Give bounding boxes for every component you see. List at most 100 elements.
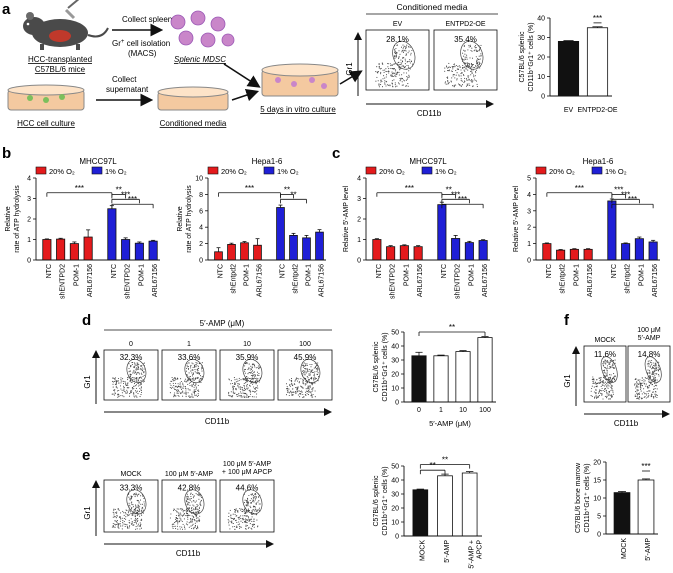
flow-a-event-dot bbox=[398, 71, 400, 73]
flow-e-event-dot bbox=[130, 496, 132, 498]
flow-d-event-dot bbox=[249, 395, 251, 398]
x-tick-label: ARL67156 bbox=[482, 264, 489, 297]
flow-d-event-dot bbox=[310, 395, 312, 397]
flow-a-event-dot bbox=[452, 68, 454, 70]
flow-d-event-dot bbox=[244, 369, 246, 371]
flow-d-event-dot bbox=[252, 383, 254, 385]
flow-a-event-dot bbox=[404, 45, 406, 47]
flow-e-event-dot bbox=[242, 509, 244, 511]
flow-a-event-dot bbox=[470, 66, 472, 68]
flow-e-event-dot bbox=[122, 525, 124, 527]
flow-e-event-dot bbox=[132, 504, 134, 506]
flow-e-event-dot bbox=[117, 524, 119, 526]
flow-f-event-dot bbox=[604, 395, 606, 397]
flow-d-event-dot bbox=[308, 374, 310, 376]
flow-e-event-dot bbox=[135, 508, 137, 510]
flow-e-event-dot bbox=[126, 513, 128, 516]
flow-f-event-dot bbox=[603, 371, 605, 373]
significance-label: *** bbox=[628, 195, 637, 204]
flow-d-event-dot bbox=[130, 391, 132, 393]
bar bbox=[437, 475, 453, 537]
flow-e-event-dot bbox=[179, 515, 181, 517]
flow-a-event-dot bbox=[458, 65, 460, 67]
flow-d-event-dot bbox=[128, 387, 130, 389]
flow-e-event-dot bbox=[246, 519, 248, 521]
flow-d-event-dot bbox=[128, 367, 130, 370]
flow-e-event-dot bbox=[255, 496, 257, 499]
flow-a-event-dot bbox=[463, 80, 466, 82]
flow-f-event-dot bbox=[646, 363, 648, 365]
flow-f-event-dot bbox=[654, 396, 656, 398]
bar bbox=[461, 472, 478, 537]
flow-d-event-dot bbox=[252, 373, 254, 375]
y-axis-label: C57BL/6 splenic bbox=[519, 31, 526, 82]
flow-e-event-dot bbox=[131, 507, 133, 509]
flow-d-event-dot bbox=[136, 369, 138, 371]
flow-d-event-dot bbox=[117, 396, 119, 398]
flow-d-event-dot bbox=[235, 394, 238, 396]
flow-f-event-dot bbox=[604, 372, 606, 374]
flow-f-event-dot bbox=[602, 398, 604, 400]
flow-f-event-dot bbox=[638, 393, 640, 395]
flow-d-y-label: Gr1 bbox=[83, 375, 92, 389]
bar bbox=[302, 237, 311, 261]
flow-d-event-dot bbox=[173, 385, 175, 387]
flow-a-event-dot bbox=[460, 79, 462, 81]
flow-e-event-dot bbox=[245, 525, 247, 527]
flow-a-event-dot bbox=[388, 72, 390, 74]
flow-a-event-dot bbox=[447, 67, 449, 69]
flow-d-event-dot bbox=[311, 390, 313, 392]
flow-a-event-dot bbox=[408, 74, 410, 76]
flow-e-event-dot bbox=[242, 515, 244, 517]
flow-e-event-dot bbox=[137, 511, 139, 513]
flow-a-event-dot bbox=[476, 86, 478, 88]
flow-f-event-dot bbox=[654, 370, 656, 372]
flow-d-event-dot bbox=[135, 387, 137, 389]
flow-d-plot-3: 45.9%100 bbox=[277, 341, 333, 401]
flow-e-event-dot bbox=[130, 511, 132, 513]
flow-a-event-dot bbox=[390, 67, 392, 69]
flow-a-event-dot bbox=[404, 49, 406, 51]
flow-d-event-dot bbox=[232, 386, 234, 388]
flow-e-event-dot bbox=[181, 509, 183, 511]
flow-e-event-dot bbox=[138, 502, 140, 504]
flow-f-event-dot bbox=[608, 377, 610, 379]
flow-f-event-dot bbox=[598, 382, 600, 384]
flow-d-event-dot bbox=[257, 374, 259, 376]
flow-f-event-dot bbox=[602, 390, 604, 392]
flow-e-event-dot bbox=[183, 509, 185, 511]
flow-d-event-dot bbox=[177, 389, 179, 392]
flow-d-event-dot bbox=[240, 386, 242, 388]
y-tick-label: 1 bbox=[27, 237, 31, 244]
flow-a-event-dot bbox=[401, 84, 403, 86]
flow-a-event-dot bbox=[402, 48, 404, 50]
flow-d-event-dot bbox=[228, 392, 230, 394]
flow-a-event-dot bbox=[399, 68, 401, 70]
flow-d-event-dot bbox=[306, 363, 308, 365]
flow-a-event-dot bbox=[389, 84, 391, 86]
flow-e-event-dot bbox=[249, 523, 251, 525]
flow-d-event-dot bbox=[134, 364, 136, 366]
flow-e-event-dot bbox=[239, 508, 241, 510]
flow-e-event-dot bbox=[119, 518, 122, 520]
flow-a-event-dot bbox=[405, 47, 407, 49]
flow-d-event-dot bbox=[249, 389, 251, 391]
flow-e-event-dot bbox=[137, 510, 140, 513]
flow-e-event-dot bbox=[181, 526, 183, 528]
flow-e-event-dot bbox=[251, 528, 253, 530]
flow-d-event-dot bbox=[173, 387, 175, 389]
flow-d-event-dot bbox=[177, 392, 179, 394]
flow-d-event-dot bbox=[114, 389, 116, 391]
flow-d-event-dot bbox=[296, 387, 298, 389]
flow-d-event-dot bbox=[127, 387, 129, 389]
flow-d-event-dot bbox=[313, 374, 315, 376]
flow-e-event-dot bbox=[251, 520, 253, 522]
flow-d-event-dot bbox=[259, 366, 261, 369]
flow-f-event-dot bbox=[634, 394, 636, 396]
flow-f-event-dot bbox=[603, 377, 605, 379]
flow-d-event-dot bbox=[127, 382, 129, 384]
flow-f-event-dot bbox=[609, 374, 611, 376]
flow-e-event-dot bbox=[234, 513, 236, 515]
flow-a-event-dot bbox=[478, 55, 480, 57]
